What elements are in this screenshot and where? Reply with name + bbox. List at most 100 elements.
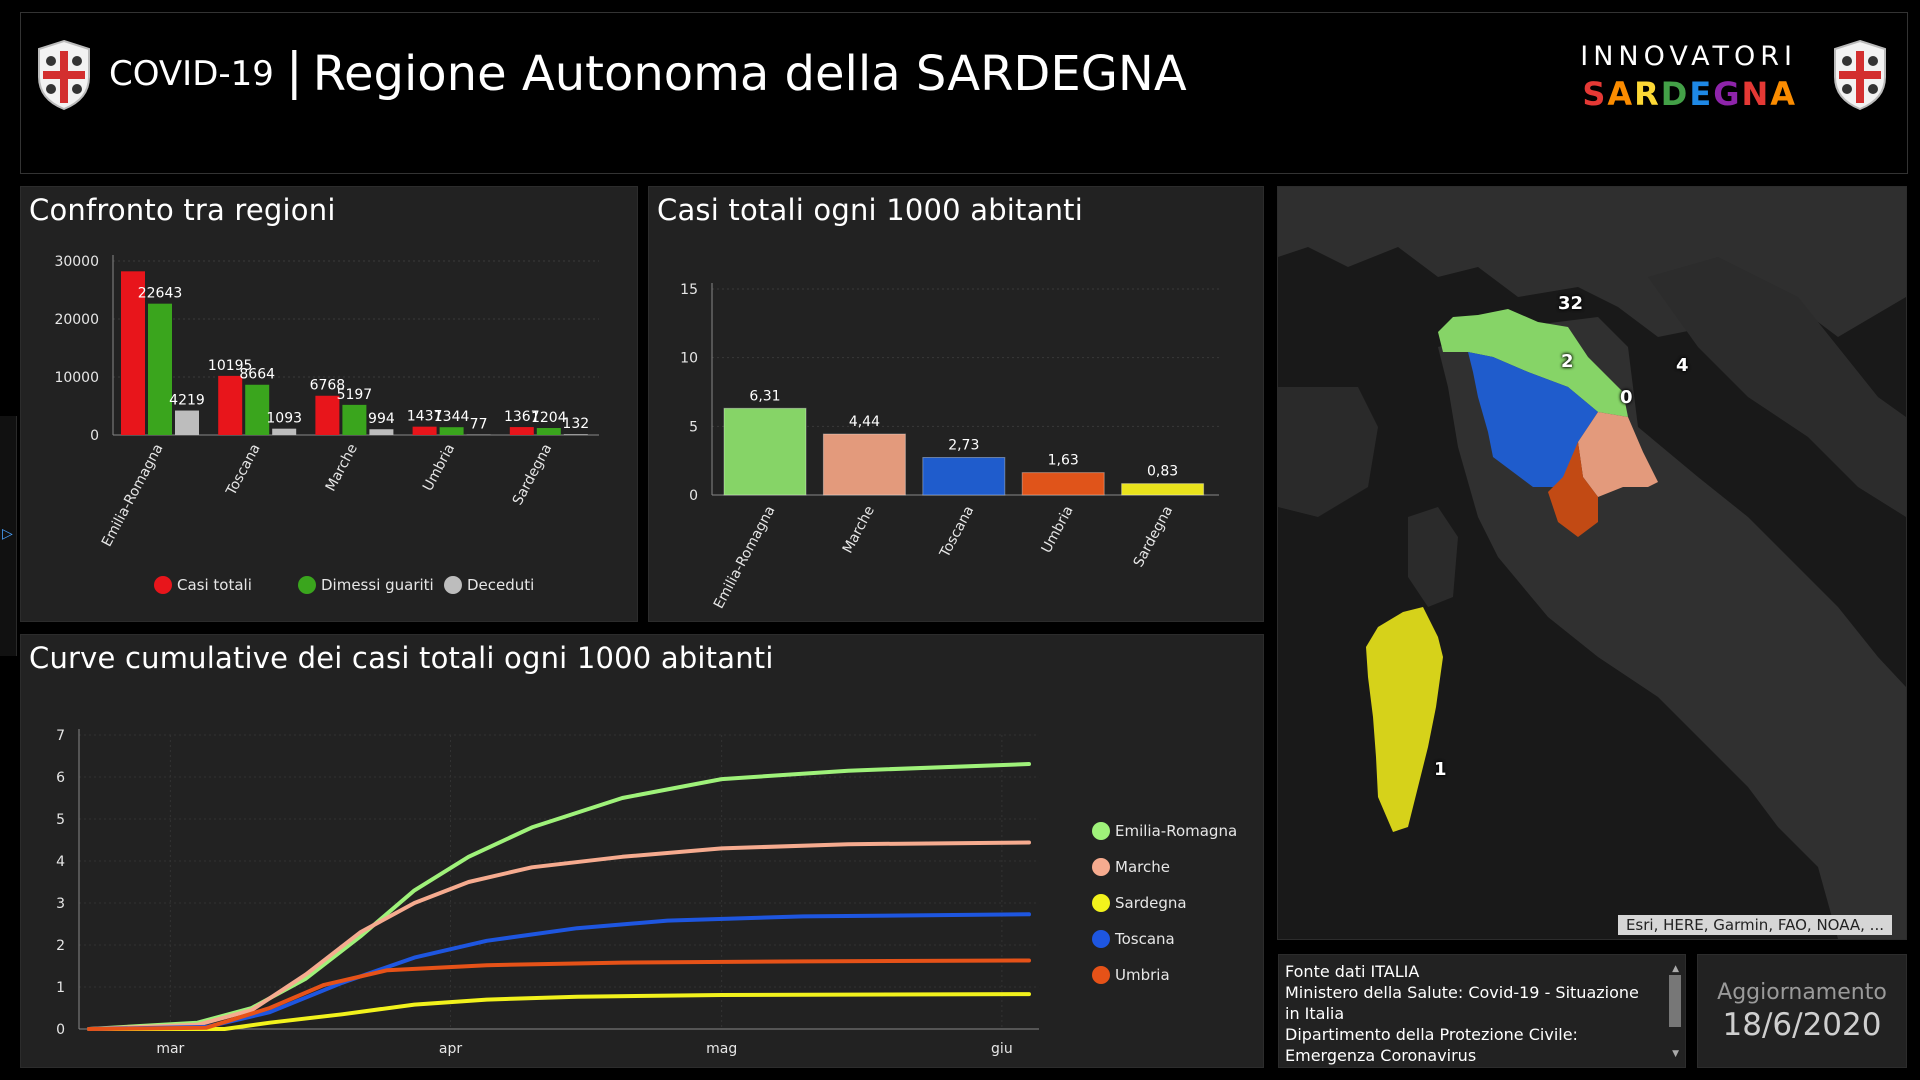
regions-bar-chart: 0 10000 20000 30000 22643 4219 Emilia-Romagna 1… xyxy=(54,254,599,594)
bar-value-label: 22643 xyxy=(138,286,183,302)
y-tick-label: 30000 xyxy=(54,254,99,270)
x-tick-label: Umbria xyxy=(420,441,458,494)
update-label: Aggiornamento xyxy=(1717,980,1887,1005)
update-box: Aggiornamento 18/6/2020 xyxy=(1697,954,1907,1068)
brand-innovatori: INNOVATORI xyxy=(1580,41,1797,72)
brand-letter: E xyxy=(1689,75,1714,113)
map-label-toscana: 2 xyxy=(1561,351,1574,372)
bar-value-label: 1437 xyxy=(407,409,443,425)
y-tick-label: 10000 xyxy=(54,370,99,386)
side-panel-toggle[interactable]: ▷ xyxy=(0,416,17,656)
legend-dot xyxy=(154,576,172,594)
cumulative-line-chart: 0 1 2 3 4 5 6 7 mar apr mag giu Emilia-Romagna Marche… xyxy=(56,728,1237,1057)
bar-toscana xyxy=(922,457,1006,496)
bar-value-label: 6768 xyxy=(310,378,346,394)
legend-label: Toscana xyxy=(1114,930,1175,948)
bar-dimessi-guariti xyxy=(245,384,270,435)
source-line-1: Fonte dati ITALIA xyxy=(1285,962,1420,981)
bar-value-label: 10195 xyxy=(208,358,253,374)
bar-value-label: 1344 xyxy=(434,409,470,425)
sardinia-crest-icon xyxy=(38,39,90,111)
bar-dimessi-guariti xyxy=(439,427,464,435)
legend-label: Emilia-Romagna xyxy=(1115,822,1237,840)
legend-dot xyxy=(1092,966,1110,984)
bar-casi-totali xyxy=(315,395,340,435)
y-tick-label: 10 xyxy=(680,351,698,367)
bar-deceduti xyxy=(369,429,394,435)
scroll-up-icon[interactable]: ▲ xyxy=(1672,964,1679,974)
y-tick-label: 0 xyxy=(56,1022,65,1038)
scroll-down-icon[interactable]: ▼ xyxy=(1672,1049,1679,1059)
source-line-3: Dipartimento della Protezione Civile: Em… xyxy=(1285,1025,1578,1065)
title-covid: COVID-19 xyxy=(109,54,274,94)
y-tick-label: 0 xyxy=(90,428,99,444)
map-label-umbria: 0 xyxy=(1620,387,1633,408)
legend-label: Casi totali xyxy=(177,576,252,594)
panel-title: Confronto tra regioni xyxy=(29,193,336,227)
y-tick-label: 1 xyxy=(56,980,65,996)
source-line-2: Ministero della Salute: Covid-19 - Situa… xyxy=(1285,983,1639,1023)
panel-title: Curve cumulative dei casi totali ogni 10… xyxy=(29,641,774,675)
y-tick-label: 20000 xyxy=(54,312,99,328)
bar-emilia-romagna xyxy=(723,407,807,496)
line-sardegna xyxy=(87,992,1031,1031)
per1000-bar-chart: 0 5 10 15 6,31 Emilia-Romagna 4,44 Marche 2,73 To… xyxy=(680,282,1219,612)
map-region-marche[interactable] xyxy=(1578,412,1658,497)
bar-dimessi-guariti xyxy=(342,404,367,435)
expand-arrow-icon[interactable]: ▷ xyxy=(2,526,13,542)
line-toscana xyxy=(87,912,1031,1031)
x-tick-label: Toscana xyxy=(937,503,978,561)
line-marche xyxy=(87,840,1031,1031)
x-tick-label: Umbria xyxy=(1039,503,1077,556)
line-umbria xyxy=(87,958,1031,1031)
bar-value-label: 2,73 xyxy=(948,438,979,454)
bar-deceduti xyxy=(175,410,199,435)
x-tick-label: mar xyxy=(156,1041,184,1057)
brand-letter: S xyxy=(1582,75,1608,113)
panel-per1000: Casi totali ogni 1000 abitanti 0 5 10 15 6,3… xyxy=(648,186,1264,622)
bar-deceduti xyxy=(272,428,297,435)
x-tick-label: Toscana xyxy=(223,441,264,499)
panel-regions: Confronto tra regioni 0 10000 20000 30000 22… xyxy=(20,186,638,622)
brand-letter: A xyxy=(1607,75,1635,113)
sardinia-crest-icon xyxy=(1834,39,1886,111)
y-tick-label: 15 xyxy=(680,282,698,298)
bar-marche xyxy=(822,433,906,496)
bar-value-label: 1,63 xyxy=(1048,453,1079,469)
map-attribution[interactable]: Esri, HERE, Garmin, FAO, NOAA, ... xyxy=(1617,915,1892,935)
bar-casi-totali xyxy=(412,426,437,435)
bar-casi-totali xyxy=(218,375,243,435)
y-tick-label: 7 xyxy=(56,728,65,744)
title-region: Regione Autonoma della SARDEGNA xyxy=(312,46,1187,102)
map-region-umbria[interactable] xyxy=(1548,442,1598,537)
legend-dot xyxy=(444,576,462,594)
x-tick-label: apr xyxy=(439,1041,462,1057)
title-separator: | xyxy=(285,42,303,100)
map-region-emilia-romagna[interactable] xyxy=(1438,309,1628,417)
page-title: COVID-19 | Regione Autonoma della SARDEG… xyxy=(109,42,1187,103)
legend-dot xyxy=(1092,822,1110,840)
map-region-sardegna[interactable] xyxy=(1366,607,1443,832)
x-tick-label: Sardegna xyxy=(1131,503,1177,570)
y-tick-label: 2 xyxy=(56,938,65,954)
x-tick-label: mag xyxy=(706,1041,737,1057)
x-tick-label: giu xyxy=(991,1041,1013,1057)
y-tick-label: 5 xyxy=(689,419,698,435)
bar-value-label: 77 xyxy=(470,417,488,433)
map-label-emilia: 32 xyxy=(1558,293,1584,314)
bar-casi-totali xyxy=(509,427,534,435)
y-tick-label: 3 xyxy=(56,896,65,912)
legend-label: Umbria xyxy=(1115,966,1170,984)
x-tick-label: Marche xyxy=(840,503,878,556)
map-region-toscana[interactable] xyxy=(1468,352,1598,487)
bar-value-label: 4219 xyxy=(169,393,205,409)
italy-map[interactable] xyxy=(1278,187,1906,939)
legend-label: Marche xyxy=(1115,858,1170,876)
bar-dimessi-guariti xyxy=(536,428,561,435)
x-tick-label: Sardegna xyxy=(510,441,556,508)
map-panel[interactable]: 32 2 4 0 1 Esri, HERE, Garmin, FAO, NOAA… xyxy=(1277,186,1907,940)
data-source-box[interactable]: Fonte dati ITALIA Ministero della Salute… xyxy=(1278,954,1686,1068)
scrollbar-thumb[interactable] xyxy=(1669,975,1681,1027)
x-tick-label: Emilia-Romagna xyxy=(99,441,167,549)
legend-label: Deceduti xyxy=(467,576,534,594)
